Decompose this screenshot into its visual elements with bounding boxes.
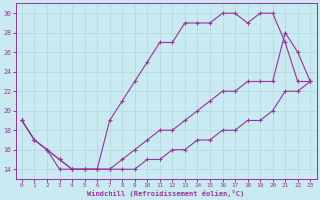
X-axis label: Windchill (Refroidissement éolien,°C): Windchill (Refroidissement éolien,°C) [87,190,245,197]
